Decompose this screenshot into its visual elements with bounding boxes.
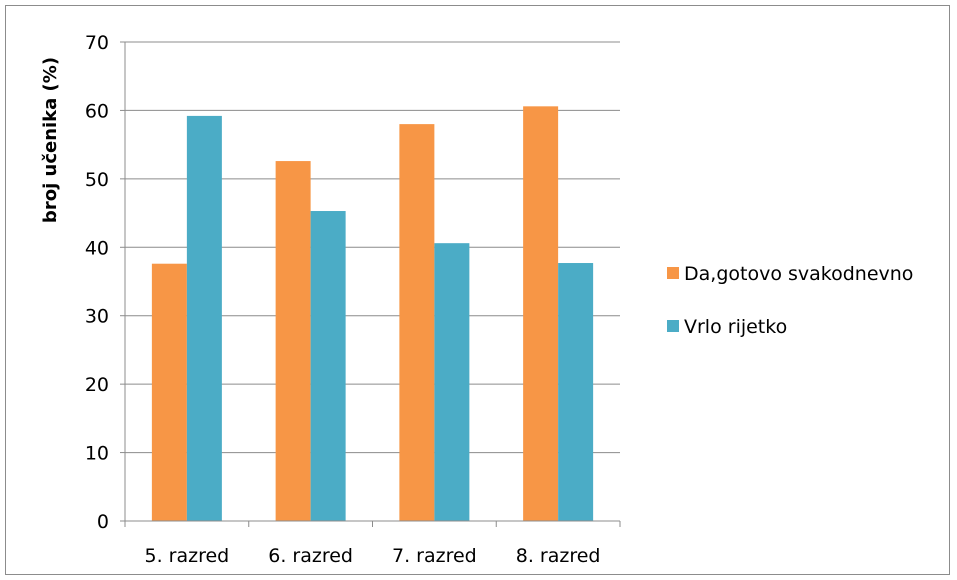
legend-label-vrlo-rijetko: Vrlo rijetko	[684, 316, 787, 338]
bar-da-gotovo-svakodnevno-7-razred	[399, 124, 435, 521]
y-tick-label-0: 0	[97, 511, 109, 533]
axes	[124, 42, 620, 522]
y-tick-label-40: 40	[85, 237, 109, 259]
bar-vrlo-rijetko-8-razred	[558, 263, 594, 521]
legend-label-da-gotovo-svakodnevno: Da,gotovo svakodnevno	[684, 263, 913, 285]
y-axis-title: broj učenika (%)	[40, 57, 61, 223]
bar-da-gotovo-svakodnevno-5-razred	[151, 263, 187, 521]
legend-swatch-vrlo-rijetko	[667, 320, 679, 332]
y-tick-labels: 0 10 20 30 40 50 60 70	[85, 32, 109, 533]
x-tick-label-5-razred: 5. razred	[145, 545, 230, 567]
y-tick-label-70: 70	[85, 32, 109, 54]
x-tick-label-6-razred: 6. razred	[268, 545, 353, 567]
x-tick-label-8-razred: 8. razred	[516, 545, 601, 567]
bars	[124, 106, 621, 527]
x-tick-label-7-razred: 7. razred	[392, 545, 477, 567]
y-tick-label-10: 10	[85, 443, 109, 465]
bar-vrlo-rijetko-7-razred	[434, 243, 470, 521]
x-tick-labels: 5. razred 6. razred 7. razred 8. razred	[145, 545, 601, 567]
bar-vrlo-rijetko-5-razred	[186, 115, 222, 521]
bar-da-gotovo-svakodnevno-8-razred	[523, 106, 559, 521]
legend: Da,gotovo svakodnevno Vrlo rijetko	[667, 263, 913, 338]
bar-vrlo-rijetko-6-razred	[310, 211, 346, 522]
y-tick-label-60: 60	[85, 100, 109, 122]
y-tick-label-20: 20	[85, 374, 109, 396]
legend-swatch-da-gotovo-svakodnevno	[667, 267, 679, 279]
y-tick-label-50: 50	[85, 169, 109, 191]
bar-da-gotovo-svakodnevno-6-razred	[275, 161, 311, 521]
y-tick-label-30: 30	[85, 306, 109, 328]
